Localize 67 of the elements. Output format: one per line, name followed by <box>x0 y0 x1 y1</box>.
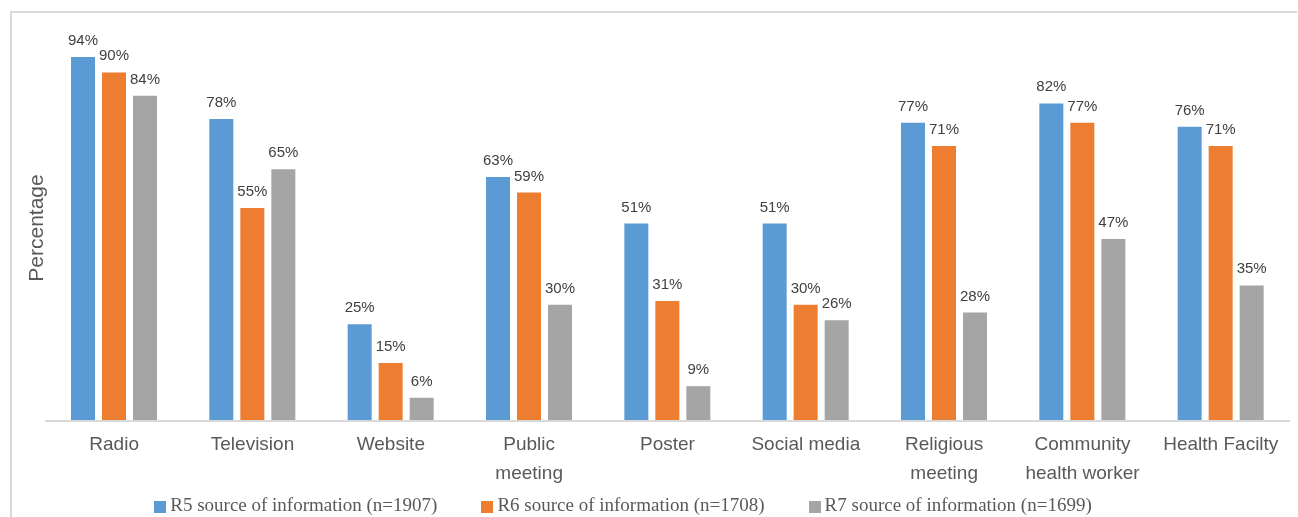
data-label: 76% <box>1174 100 1205 118</box>
legend-label: R5 source of information (n=1907) <box>170 494 438 515</box>
x-tick-label: Website <box>356 433 425 454</box>
data-label: 78% <box>206 92 237 110</box>
bar <box>1239 285 1264 421</box>
bar <box>901 122 925 421</box>
bar <box>1039 103 1064 421</box>
data-label: 94% <box>67 31 99 48</box>
data-label: 15% <box>375 336 406 354</box>
bar <box>1070 122 1095 421</box>
data-label: 77% <box>1067 96 1098 114</box>
data-label: 71% <box>1205 120 1236 138</box>
bar <box>486 177 510 421</box>
bar <box>932 146 956 421</box>
data-label: 51% <box>759 197 790 215</box>
bar <box>71 57 95 421</box>
bar <box>347 324 372 421</box>
data-label: 30% <box>544 278 576 296</box>
x-tick-label: Community health worker <box>1025 433 1141 483</box>
bar <box>686 386 711 421</box>
bar <box>1208 146 1233 421</box>
bar <box>1101 239 1126 421</box>
data-label: 71% <box>928 120 960 138</box>
y-axis-title: Percentage <box>23 174 47 282</box>
x-tick-label: Radio <box>89 433 139 454</box>
data-label: 26% <box>821 294 852 312</box>
bar <box>517 192 541 421</box>
bar <box>102 72 126 421</box>
data-label: 25% <box>344 298 375 316</box>
data-label: 51% <box>621 197 652 215</box>
data-label: 59% <box>513 166 545 184</box>
data-label: 90% <box>98 46 130 64</box>
bar <box>793 304 818 421</box>
data-label: 77% <box>897 96 929 114</box>
bar <box>409 397 434 421</box>
bar <box>271 169 296 421</box>
data-label: 28% <box>959 286 991 304</box>
bar <box>378 362 403 421</box>
bar <box>240 208 265 421</box>
x-tick-label: Social media <box>751 433 861 454</box>
data-label: 82% <box>1036 77 1067 95</box>
legend-label: R6 source of information (n=1708) <box>497 494 765 515</box>
data-label: 63% <box>482 151 514 169</box>
bar <box>1177 126 1202 421</box>
data-label: 55% <box>237 182 268 200</box>
x-tick-label: Health Facilty <box>1163 433 1279 454</box>
bar <box>133 95 157 421</box>
bar <box>624 223 649 421</box>
data-label: 47% <box>1098 213 1129 230</box>
data-label: 30% <box>790 278 821 296</box>
x-tick-label: Television <box>210 433 295 454</box>
bar <box>655 300 680 421</box>
bar <box>963 312 987 421</box>
x-tick-label: Religious meeting <box>905 433 984 483</box>
legend-label: R7 source of information (n=1699) <box>824 494 1092 515</box>
x-tick-label: Public meeting <box>495 433 563 483</box>
bar <box>209 118 234 421</box>
data-label: 35% <box>1236 259 1267 277</box>
data-label: 9% <box>687 360 710 378</box>
data-label: 31% <box>652 274 683 292</box>
x-tick-label: Poster <box>640 433 696 454</box>
data-label: 65% <box>268 143 299 161</box>
bar <box>762 223 787 421</box>
bar <box>548 304 572 421</box>
bar <box>824 320 849 421</box>
data-label: 6% <box>410 371 433 389</box>
data-label: 84% <box>129 69 161 87</box>
